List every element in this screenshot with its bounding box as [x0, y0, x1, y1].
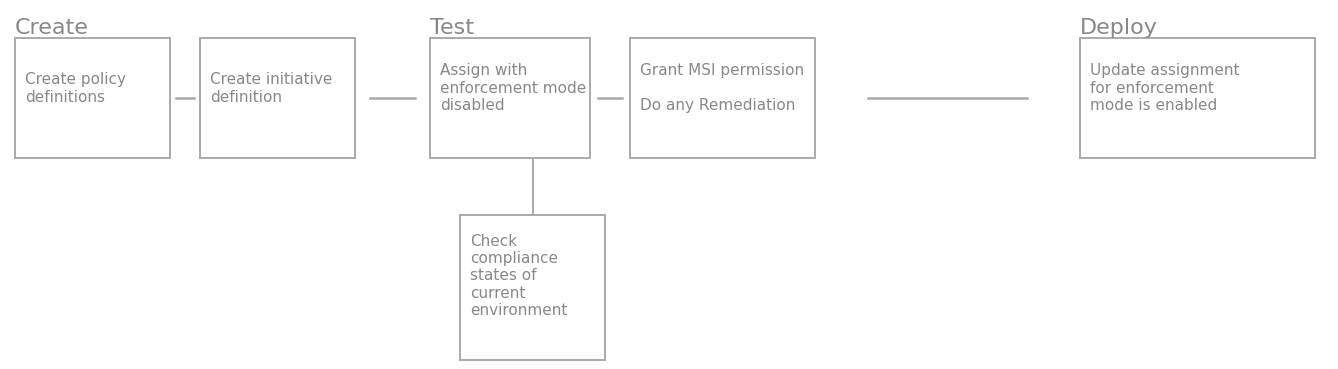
Text: Create: Create [15, 18, 88, 38]
FancyBboxPatch shape [630, 38, 815, 158]
Text: Grant MSI permission

Do any Remediation: Grant MSI permission Do any Remediation [640, 63, 804, 113]
Text: Check
compliance
states of
current
environment: Check compliance states of current envir… [470, 234, 567, 318]
Text: Create policy
definitions: Create policy definitions [25, 72, 126, 104]
FancyBboxPatch shape [1080, 38, 1315, 158]
Text: Test: Test [429, 18, 474, 38]
Text: Deploy: Deploy [1080, 18, 1157, 38]
Text: Assign with
enforcement mode
disabled: Assign with enforcement mode disabled [440, 63, 586, 113]
FancyBboxPatch shape [15, 38, 170, 158]
Text: Create initiative
definition: Create initiative definition [210, 72, 332, 104]
Text: Update assignment
for enforcement
mode is enabled: Update assignment for enforcement mode i… [1090, 63, 1239, 113]
FancyBboxPatch shape [199, 38, 355, 158]
FancyBboxPatch shape [429, 38, 590, 158]
FancyBboxPatch shape [460, 215, 605, 360]
